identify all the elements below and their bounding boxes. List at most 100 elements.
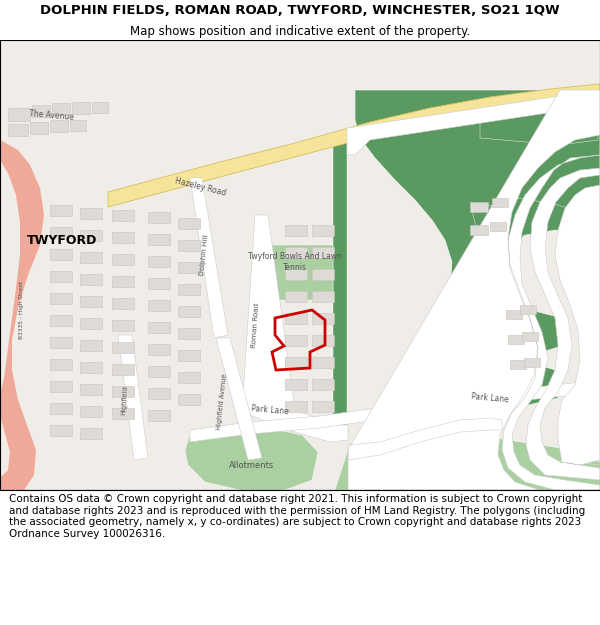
Bar: [148, 388, 170, 399]
Bar: [112, 276, 134, 287]
Text: DOLPHIN FIELDS, ROMAN ROAD, TWYFORD, WINCHESTER, SO21 1QW: DOLPHIN FIELDS, ROMAN ROAD, TWYFORD, WIN…: [40, 4, 560, 16]
Bar: [312, 379, 334, 390]
Bar: [80, 230, 102, 241]
Bar: [285, 269, 307, 280]
Bar: [112, 232, 134, 243]
Bar: [80, 406, 102, 417]
Bar: [506, 310, 522, 319]
Bar: [520, 305, 536, 314]
Polygon shape: [0, 140, 44, 490]
Bar: [50, 249, 72, 260]
Bar: [32, 105, 50, 117]
Bar: [312, 247, 334, 258]
Text: Highfield Avenue: Highfield Avenue: [216, 374, 228, 431]
Polygon shape: [348, 128, 358, 140]
Bar: [30, 122, 48, 134]
Text: B3335 - High Street: B3335 - High Street: [19, 281, 25, 339]
Bar: [178, 394, 200, 405]
Polygon shape: [242, 215, 348, 442]
Bar: [178, 284, 200, 295]
Text: Allotments: Allotments: [229, 461, 275, 469]
Bar: [312, 357, 334, 368]
Bar: [148, 234, 170, 245]
Bar: [470, 225, 488, 235]
Bar: [285, 225, 307, 236]
Bar: [148, 300, 170, 311]
Bar: [50, 425, 72, 436]
Bar: [112, 364, 134, 375]
Bar: [8, 108, 30, 121]
Text: Map shows position and indicative extent of the property.: Map shows position and indicative extent…: [130, 25, 470, 38]
Polygon shape: [348, 90, 600, 490]
Polygon shape: [480, 102, 598, 145]
Bar: [470, 202, 488, 212]
Bar: [112, 210, 134, 221]
Polygon shape: [472, 198, 580, 245]
Bar: [492, 198, 508, 207]
Bar: [148, 212, 170, 223]
Text: Dolphin Hill: Dolphin Hill: [199, 234, 209, 276]
Polygon shape: [190, 178, 228, 338]
Bar: [148, 278, 170, 289]
Bar: [50, 293, 72, 304]
Bar: [50, 227, 72, 238]
Bar: [80, 296, 102, 307]
Text: Park Lane: Park Lane: [471, 392, 509, 404]
Bar: [50, 120, 68, 132]
Bar: [80, 274, 102, 285]
Polygon shape: [333, 132, 347, 428]
Bar: [524, 358, 540, 367]
Bar: [148, 256, 170, 267]
Bar: [92, 102, 108, 113]
Text: Highfield: Highfield: [120, 385, 128, 415]
Polygon shape: [335, 438, 600, 490]
Polygon shape: [545, 460, 600, 490]
Text: Twyford Bowls And Lawn
Tennis: Twyford Bowls And Lawn Tennis: [248, 252, 342, 272]
Bar: [148, 410, 170, 421]
Bar: [285, 247, 307, 258]
Polygon shape: [488, 310, 565, 355]
Bar: [112, 386, 134, 397]
Bar: [285, 357, 307, 368]
Bar: [80, 208, 102, 219]
Bar: [178, 306, 200, 317]
Bar: [72, 102, 90, 114]
Bar: [112, 298, 134, 309]
Bar: [112, 408, 134, 419]
Bar: [285, 291, 307, 302]
Bar: [80, 252, 102, 263]
Bar: [285, 313, 307, 324]
Bar: [178, 350, 200, 361]
Bar: [50, 315, 72, 326]
Polygon shape: [355, 90, 600, 410]
Bar: [8, 124, 28, 136]
Bar: [50, 359, 72, 370]
Bar: [50, 381, 72, 392]
Polygon shape: [216, 338, 262, 460]
Bar: [522, 332, 538, 341]
Text: Park Lane: Park Lane: [251, 404, 289, 416]
Bar: [178, 240, 200, 251]
Bar: [148, 366, 170, 377]
Text: Contains OS data © Crown copyright and database right 2021. This information is : Contains OS data © Crown copyright and d…: [9, 494, 585, 539]
Polygon shape: [190, 380, 600, 442]
Bar: [312, 269, 334, 280]
Bar: [148, 322, 170, 333]
Bar: [148, 344, 170, 355]
Bar: [178, 328, 200, 339]
Bar: [80, 384, 102, 395]
Bar: [70, 120, 86, 131]
Bar: [312, 313, 334, 324]
Bar: [510, 360, 526, 369]
Bar: [312, 291, 334, 302]
Bar: [50, 337, 72, 348]
Polygon shape: [185, 428, 318, 490]
Bar: [285, 401, 307, 412]
Bar: [312, 401, 334, 412]
Bar: [80, 318, 102, 329]
Bar: [80, 428, 102, 439]
Polygon shape: [108, 84, 600, 207]
Bar: [80, 340, 102, 351]
Bar: [312, 225, 334, 236]
Bar: [508, 335, 524, 344]
